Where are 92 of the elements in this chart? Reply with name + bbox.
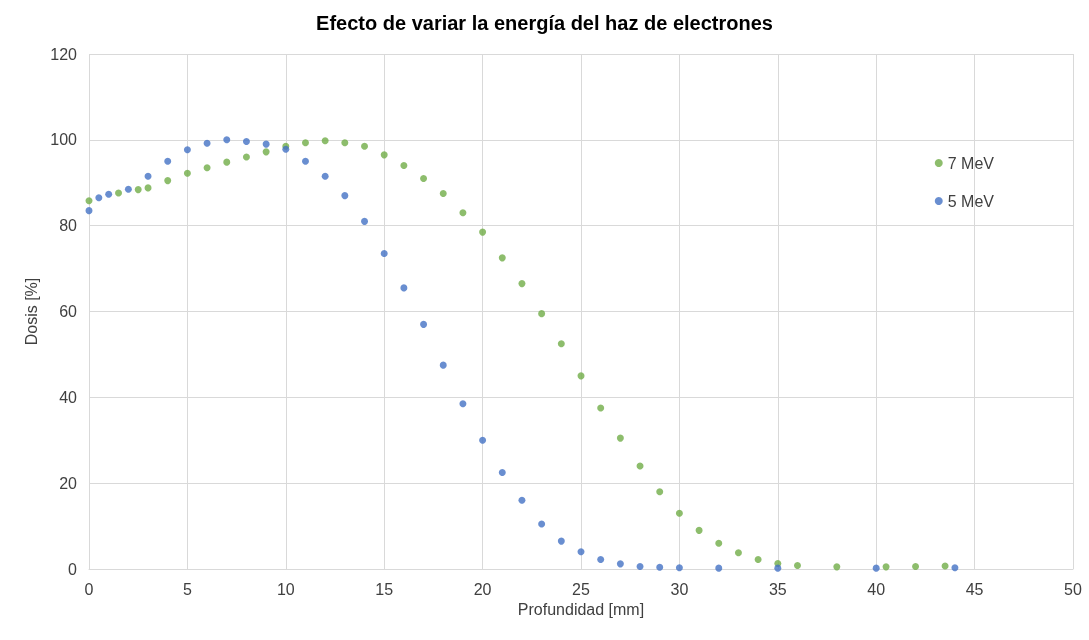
point bbox=[301, 139, 309, 147]
point bbox=[597, 556, 605, 564]
point bbox=[656, 488, 664, 496]
point bbox=[656, 563, 664, 571]
point bbox=[498, 468, 506, 476]
point bbox=[793, 562, 801, 570]
point bbox=[341, 139, 349, 147]
point bbox=[912, 562, 920, 570]
point bbox=[459, 400, 467, 408]
point bbox=[262, 140, 270, 148]
point bbox=[242, 138, 250, 146]
x-tick-label: 5 bbox=[182, 580, 192, 598]
x-tick-label: 45 bbox=[965, 580, 984, 598]
point bbox=[262, 148, 270, 156]
point bbox=[183, 146, 191, 154]
y-tick-label: 40 bbox=[59, 388, 78, 406]
point bbox=[203, 164, 211, 172]
x-tick-label: 40 bbox=[867, 580, 886, 598]
point bbox=[951, 564, 959, 572]
point bbox=[321, 172, 329, 180]
point bbox=[95, 194, 103, 202]
point bbox=[439, 361, 447, 369]
point bbox=[695, 526, 703, 534]
point bbox=[675, 509, 683, 517]
chart-title: Efecto de variar la energía del haz de electrones bbox=[316, 12, 773, 34]
point bbox=[400, 284, 408, 292]
x-tick-label: 50 bbox=[1064, 580, 1082, 598]
legend-label: 5 MeV bbox=[947, 192, 995, 210]
point bbox=[538, 310, 546, 318]
point bbox=[577, 548, 585, 556]
point bbox=[636, 562, 644, 570]
point bbox=[400, 162, 408, 170]
point bbox=[380, 250, 388, 258]
point bbox=[557, 340, 565, 348]
point bbox=[301, 157, 309, 165]
point bbox=[223, 158, 231, 166]
point bbox=[223, 136, 231, 144]
point bbox=[734, 549, 742, 557]
point bbox=[124, 185, 132, 193]
point bbox=[715, 539, 723, 547]
point bbox=[557, 537, 565, 545]
point bbox=[164, 157, 172, 165]
point bbox=[518, 280, 526, 288]
point bbox=[597, 404, 605, 412]
point bbox=[459, 209, 467, 217]
y-tick-label: 20 bbox=[59, 474, 78, 492]
point bbox=[616, 560, 624, 568]
point bbox=[872, 564, 880, 572]
point bbox=[115, 189, 123, 197]
point bbox=[774, 564, 782, 572]
legend-label: 7 MeV bbox=[947, 154, 995, 172]
point bbox=[380, 151, 388, 159]
point bbox=[518, 496, 526, 504]
y-tick-label: 60 bbox=[59, 303, 78, 320]
point bbox=[479, 228, 487, 236]
y-tick-label: 120 bbox=[50, 45, 78, 63]
x-tick-label: 35 bbox=[768, 580, 787, 598]
point bbox=[420, 174, 428, 182]
point bbox=[85, 197, 93, 205]
x-axis-title: Profundidad [mm] bbox=[517, 601, 645, 619]
x-tick-label: 30 bbox=[670, 580, 689, 598]
x-tick-label: 10 bbox=[276, 580, 295, 598]
x-tick-label: 20 bbox=[473, 580, 492, 598]
y-tick-label: 100 bbox=[50, 131, 78, 149]
point bbox=[498, 254, 506, 262]
x-tick-label: 0 bbox=[84, 580, 94, 598]
x-tick-label: 25 bbox=[572, 580, 590, 598]
point bbox=[439, 189, 447, 197]
point bbox=[203, 139, 211, 147]
point bbox=[164, 177, 172, 185]
y-axis-title: Dosis [%] bbox=[22, 277, 40, 346]
point bbox=[144, 172, 152, 180]
point bbox=[242, 153, 250, 161]
point bbox=[754, 556, 762, 564]
point bbox=[183, 169, 191, 177]
point bbox=[479, 436, 487, 444]
point bbox=[341, 192, 349, 200]
point bbox=[361, 217, 369, 225]
point bbox=[321, 137, 329, 145]
point bbox=[538, 520, 546, 528]
point bbox=[833, 563, 841, 571]
point bbox=[134, 186, 142, 194]
y-tick-label: 0 bbox=[68, 560, 78, 578]
point bbox=[105, 190, 113, 198]
point bbox=[675, 564, 683, 572]
point bbox=[85, 207, 93, 215]
point bbox=[715, 564, 723, 572]
y-tick-label: 80 bbox=[59, 217, 78, 235]
x-tick-label: 15 bbox=[375, 580, 394, 598]
point bbox=[616, 434, 624, 442]
point bbox=[420, 320, 428, 328]
point bbox=[361, 142, 369, 150]
